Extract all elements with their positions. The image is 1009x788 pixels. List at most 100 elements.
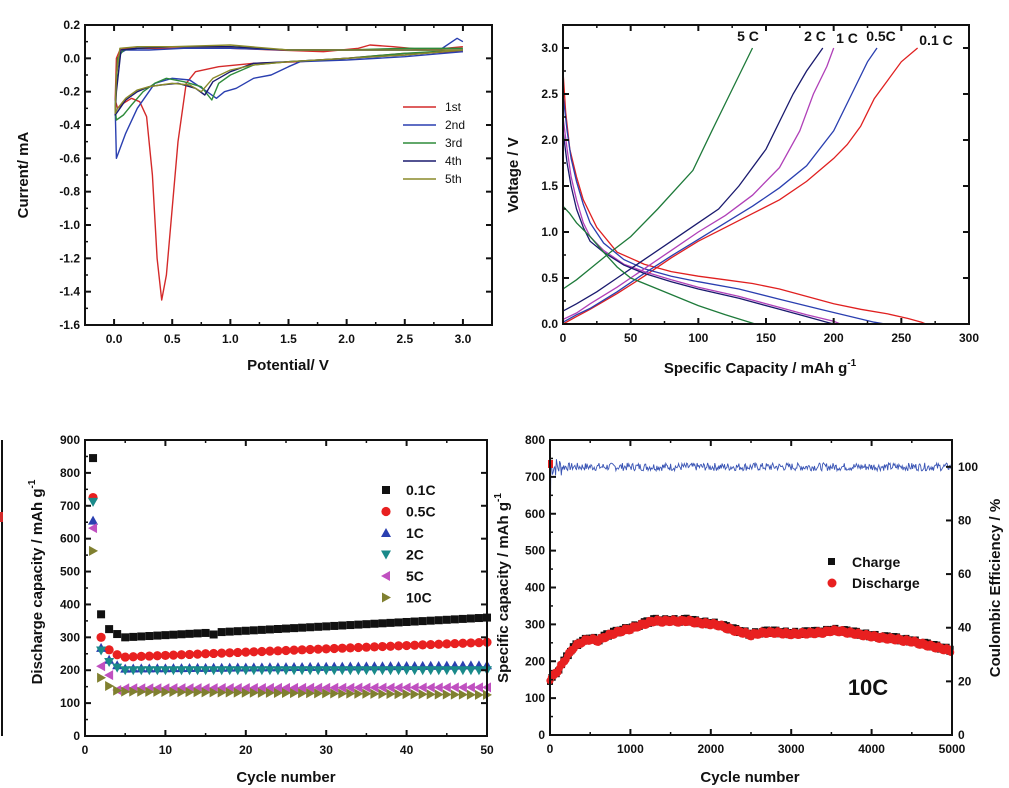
rate-point-10C (177, 687, 187, 698)
rate-point-10C (145, 686, 155, 697)
rate-annotation-10c: 10C (848, 675, 888, 700)
rate-point-10C (209, 687, 219, 698)
rate-point-0.1C (282, 624, 290, 633)
rate-y-tick-label: 400 (60, 597, 80, 611)
rate-point-2C (337, 666, 348, 676)
rate-legend-label-2C: 2C (406, 547, 424, 563)
long-y-tick-label: 700 (525, 470, 545, 484)
rate-point-10C (282, 688, 291, 699)
long-y2-tick-label: 0 (958, 728, 965, 742)
rate-y-tick-label: 200 (60, 663, 80, 677)
rate-point-0.5C (241, 647, 251, 657)
rate-point-2C (425, 666, 436, 676)
rate-point-2C (385, 666, 396, 676)
rate-point-0.1C (290, 624, 299, 633)
rate-point-0.1C (129, 632, 138, 641)
rate-point-2C (281, 666, 291, 676)
rate-legend-label-1C: 1C (406, 525, 424, 541)
rate-legend-marker-10C (382, 592, 391, 603)
long-y2-axis-label: Coulombic Efficiency / % (987, 499, 1004, 677)
rate-legend-label-0.1C: 0.1C (406, 482, 436, 498)
rate-point-10C (458, 689, 468, 700)
rate-point-0.5C (297, 645, 307, 655)
rate-point-0.5C (434, 639, 444, 649)
long-y-tick-label: 200 (525, 654, 545, 668)
rate-point-5C (232, 683, 242, 694)
rate-point-2C (216, 666, 227, 676)
rate-y-tick-label: 300 (60, 630, 80, 644)
rate-point-0.1C (362, 620, 371, 629)
rate-point-2C (112, 663, 123, 673)
rate-legend-marker-1C (381, 528, 391, 537)
rate-point-10C (169, 687, 179, 698)
rate-point-0.1C (153, 631, 162, 640)
rate-y-tick-label: 600 (60, 532, 80, 546)
cv-y-tick-label: -1.4 (59, 285, 80, 299)
rate-point-2C (96, 646, 107, 656)
long-y2-tick-label: 40 (958, 621, 972, 635)
rate-point-5C (385, 682, 395, 693)
rate-point-10C (105, 681, 115, 692)
rate-point-0.1C (201, 628, 210, 637)
cv-y-tick-label: -0.4 (59, 118, 80, 132)
rate-point-2C (441, 666, 452, 676)
rate-legend-label-5C: 5C (406, 568, 424, 584)
rate-point-5C (465, 682, 475, 693)
rate-point-0.1C (145, 632, 154, 641)
rate-point-0.5C (168, 650, 179, 660)
rate-legend-marker-0.1C (382, 486, 390, 494)
rate-point-0.5C (152, 651, 162, 661)
gcd-y-tick-label: 1.0 (541, 225, 558, 239)
rate-point-0.5C (345, 643, 355, 653)
gcd-charge-0.1 C (562, 47, 919, 325)
gcd-y-tick-label: 0.5 (541, 271, 558, 285)
rate-point-0.1C (474, 614, 483, 623)
long-y2-tick-label: 20 (958, 674, 972, 688)
rate-point-2C (136, 666, 147, 676)
rate-point-0.1C (434, 616, 443, 625)
rate-point-10C (330, 688, 340, 699)
rate-point-1C (88, 515, 99, 525)
rate-point-10C (153, 686, 163, 697)
cv-chart: 0.0 0.5 1.0 1.5 2.0 2.5 3.0 0.2 0.0 -0.2 -0.4 -0.6 -… (15, 18, 493, 374)
gcd-x-tick-label: 50 (624, 331, 638, 345)
rate-point-5C (297, 682, 307, 693)
cv-y-tick-label: -0.2 (59, 85, 80, 99)
rate-y-tick-label: 0 (73, 729, 80, 743)
rate-point-2C (473, 666, 484, 676)
gcd-x-tick-label: 200 (824, 331, 844, 345)
gcd-y-tick-label: 2.5 (541, 87, 558, 101)
rate-point-2C (184, 666, 195, 676)
rate-point-5C (369, 682, 379, 693)
rate-point-10C (161, 686, 171, 697)
rate-point-2C (297, 666, 308, 676)
cv-x-tick-label: 0.5 (164, 332, 181, 346)
rate-point-5C (449, 682, 459, 693)
rate-point-0.1C (426, 616, 435, 625)
rate-point-0.1C (241, 626, 250, 635)
rate-point-5C (361, 682, 371, 693)
rate-y-tick-label: 800 (60, 466, 80, 480)
rate-x-tick-label: 20 (239, 743, 253, 757)
gcd-charge-2 C (562, 47, 824, 312)
rate-point-10C (402, 689, 412, 700)
rate-point-0.1C (105, 625, 114, 634)
rate-point-0.5C (257, 646, 267, 657)
cv-x-tick-label: 1.0 (222, 332, 239, 346)
rate-point-10C (314, 688, 324, 699)
rate-point-10C (225, 687, 235, 698)
rate-point-10C (386, 689, 396, 700)
rate-point-2C (369, 666, 380, 676)
rate-point-0.1C (177, 630, 186, 639)
cv-y-tick-label: 0.2 (63, 18, 80, 32)
rate-point-0.1C (121, 633, 130, 642)
rate-point-10C (354, 688, 364, 699)
rate-point-0.5C (385, 641, 396, 651)
rate-point-2C (224, 666, 235, 676)
long-y-axis-label: Specific capacity / mAh g-1 (493, 493, 512, 683)
rate-point-5C (441, 682, 451, 693)
rate-point-0.1C (113, 630, 122, 639)
rate-point-5C (208, 683, 218, 694)
rate-point-10C (241, 687, 251, 698)
rate-point-0.5C (418, 640, 428, 650)
